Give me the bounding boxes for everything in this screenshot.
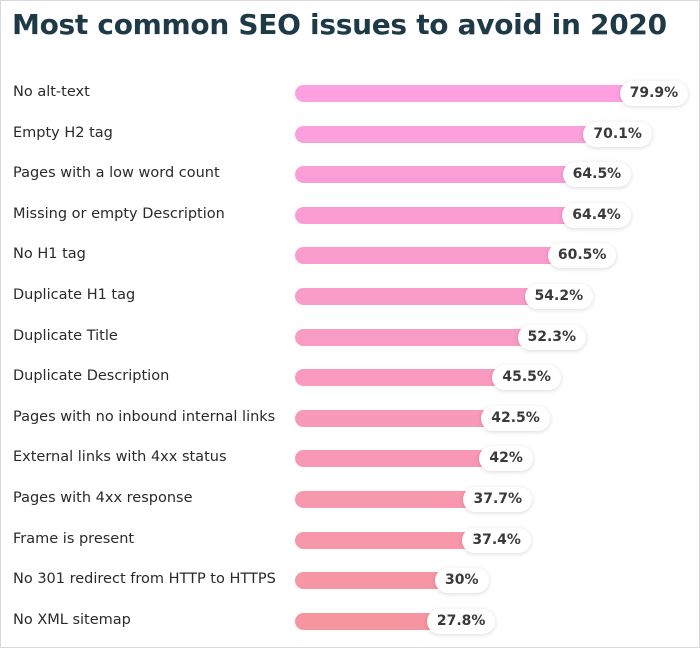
bar-row: Pages with a low word count 64.5% [0,159,700,189]
category-label: Duplicate H1 tag [13,287,136,303]
bar-row: Pages with 4xx response 37.7% [0,484,700,514]
bar [295,166,575,184]
value-label: 70.1% [583,121,652,147]
value-label: 60.5% [547,243,617,269]
value-label: 27.8% [426,608,496,634]
value-label: 54.2% [524,284,594,309]
value-label: 42.5% [481,405,550,431]
bar [295,85,632,102]
category-label: No 301 redirect from HTTP to HTTPS [13,571,276,588]
bar-row: Pages with no inbound internal links 42.5… [0,403,700,433]
bar-row: External links with 4xx status 42% [0,443,700,473]
bar [295,409,494,427]
value-label: 79.9% [619,81,689,106]
bar-row: No 301 redirect from HTTP to HTTPS 30% [0,565,700,595]
category-label: Pages with a low word count [13,165,220,182]
category-label: No H1 tag [13,246,86,263]
bar-row: Missing or empty Description 64.4% [0,200,700,230]
value-label: 42% [479,446,533,472]
bar [295,531,475,549]
bar-row: No H1 tag 60.5% [0,240,700,270]
value-label: 52.3% [517,324,587,350]
bar-row: Duplicate Title 52.3% [0,322,700,352]
bar-row: Duplicate Description 45.5% [0,362,700,392]
value-label: 30% [435,568,489,594]
category-label: Empty H2 tag [13,124,113,141]
bar [295,288,537,305]
value-label: 37.4% [462,527,531,553]
bar [295,206,575,224]
value-label: 64.5% [562,162,632,188]
bar-row: Empty H2 tag 70.1% [0,119,700,149]
value-label: 45.5% [492,365,561,391]
category-label: Pages with no inbound internal links [13,408,276,425]
bar-row: No XML sitemap 27.8% [0,606,700,636]
bar [295,450,492,468]
category-label: Duplicate Title [13,327,118,344]
category-label: No XML sitemap [13,611,131,628]
category-label: No alt-text [13,84,90,100]
category-label: External links with 4xx status [13,449,227,466]
value-label: 37.7% [463,487,533,512]
bar-row: Duplicate H1 tag 54.2% [0,281,700,311]
value-label: 64.4% [562,202,631,228]
category-label: Missing or empty Description [13,205,225,222]
category-label: Duplicate Description [13,368,170,385]
chart-title: Most common SEO issues to avoid in 2020 [12,8,667,41]
category-label: Pages with 4xx response [13,490,193,506]
bar-row: Frame is present 37.4% [0,525,700,555]
bar [295,491,476,508]
bar [295,328,530,346]
bar [295,247,560,265]
bar [295,572,447,590]
category-label: Frame is present [13,530,135,547]
bar [295,369,505,387]
bar [295,612,439,630]
bar [295,125,596,143]
bar-row: No alt-text 79.9% [0,78,700,108]
